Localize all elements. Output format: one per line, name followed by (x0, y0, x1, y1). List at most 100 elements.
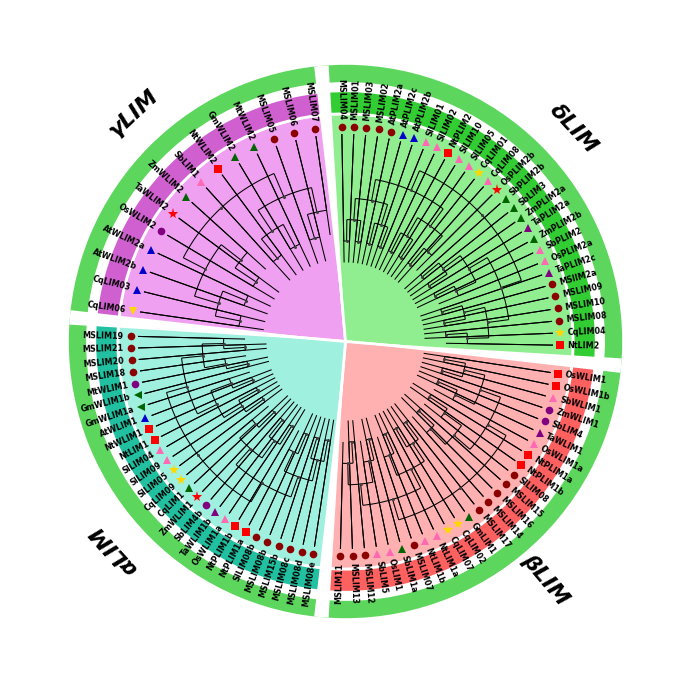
Text: MtWLIM2: MtWLIM2 (229, 100, 255, 143)
Wedge shape (95, 320, 325, 591)
Text: MSlIM2a: MSlIM2a (558, 268, 598, 287)
Text: CqLIM02: CqLIM02 (458, 528, 486, 566)
Text: SbLIM1a: SbLIM1a (399, 555, 418, 594)
Text: SbPLIM2b: SbPLIM2b (508, 161, 548, 197)
Text: SbLIM3: SbLIM3 (517, 180, 548, 207)
Text: MSLIM08c: MSLIM08c (272, 555, 292, 602)
Text: GmLIM1: GmLIM1 (469, 520, 498, 555)
Text: MSLIM02: MSLIM02 (375, 81, 390, 123)
Text: SlLIM08b: SlLIM08b (232, 542, 258, 583)
Text: MSLIM07: MSLIM07 (412, 550, 433, 592)
Text: SlLIM05: SlLIM05 (137, 471, 171, 499)
Text: SlLIM02: SlLIM02 (436, 107, 460, 143)
Text: MSLIM08d: MSLIM08d (286, 558, 305, 606)
Text: MSLIM12: MSLIM12 (361, 562, 374, 604)
Text: γLIM: γLIM (104, 86, 162, 141)
Text: AtWLIM2a: AtWLIM2a (101, 223, 146, 251)
Text: CqLIM03: CqLIM03 (91, 275, 131, 293)
Wedge shape (325, 342, 572, 569)
Text: SbLIM4: SbLIM4 (550, 420, 584, 441)
Text: NtPLIM1b: NtPLIM1b (205, 529, 236, 572)
Text: CqLIM04: CqLIM04 (567, 326, 606, 337)
Text: SlLIM09: SlLIM09 (129, 460, 163, 488)
Text: MSLIM16: MSLIM16 (499, 495, 535, 531)
Text: SbWLIM1: SbWLIM1 (558, 395, 601, 415)
Text: MSLIM17: MSLIM17 (480, 513, 512, 550)
Text: TaWLIM1: TaWLIM1 (545, 432, 585, 457)
Text: NtLIM2: NtLIM2 (567, 341, 600, 350)
Text: NtLIM1: NtLIM1 (117, 439, 150, 462)
Wedge shape (323, 361, 596, 592)
Wedge shape (314, 66, 346, 342)
Wedge shape (325, 114, 574, 361)
Text: SbLIM4b: SbLIM4b (173, 507, 205, 543)
Text: CqLIM01: CqLIM01 (480, 135, 511, 171)
Text: OsPLIM2b: OsPLIM2b (500, 150, 538, 188)
Text: TaPLIM2a: TaPLIM2a (531, 197, 573, 228)
Text: MSLIM07: MSLIM07 (303, 81, 319, 122)
Wedge shape (69, 310, 346, 342)
Text: βLIM: βLIM (518, 550, 573, 609)
Wedge shape (69, 65, 622, 618)
Text: OsWLIM2: OsWLIM2 (117, 202, 158, 232)
Text: CqLIM08: CqLIM08 (490, 144, 522, 179)
Text: NtLIM1b: NtLIM1b (424, 546, 446, 585)
Text: SbPLIM2: SbPLIM2 (545, 226, 584, 251)
Text: MSLIM19: MSLIM19 (82, 331, 124, 341)
Wedge shape (119, 115, 346, 342)
Text: NtPLIM2: NtPLIM2 (448, 111, 474, 149)
Text: AtWLIM2b: AtWLIM2b (91, 248, 138, 272)
Wedge shape (95, 92, 325, 322)
Text: SlLIM10: SlLIM10 (459, 120, 485, 155)
Text: MSLIM01: MSLIM01 (350, 79, 361, 120)
Text: SbLIM5: SbLIM5 (374, 560, 388, 594)
Text: MSLIM05: MSLIM05 (254, 92, 276, 134)
Text: MtWLIM1: MtWLIM1 (86, 380, 129, 398)
Text: ZmPLIM2a: ZmPLIM2a (524, 183, 568, 217)
Text: ZmPLIM2b: ZmPLIM2b (538, 209, 585, 239)
Wedge shape (323, 91, 596, 363)
Text: OsWLIM1: OsWLIM1 (565, 370, 607, 385)
Text: GmWLIM1a: GmWLIM1a (84, 405, 135, 429)
Text: ZmWLIM1: ZmWLIM1 (158, 499, 196, 538)
Text: AtPLIM2b: AtPLIM2b (413, 89, 435, 133)
Text: OsLIM1: OsLIM1 (387, 558, 402, 592)
Text: GmWLIM1b: GmWLIM1b (80, 393, 132, 415)
Text: TaWLIM1b: TaWLIM1b (180, 516, 215, 558)
Wedge shape (314, 342, 346, 617)
Text: OsWLIM1a: OsWLIM1a (191, 522, 225, 567)
Text: GmWLIM2: GmWLIM2 (205, 110, 236, 153)
Text: ZmWLIM2: ZmWLIM2 (145, 159, 184, 196)
Text: MSLIM18: MSLIM18 (84, 369, 126, 383)
Text: MSLIM03: MSLIM03 (363, 79, 375, 121)
Wedge shape (346, 342, 622, 373)
Text: NtPLIM1a: NtPLIM1a (532, 455, 574, 485)
Text: δLIM: δLIM (545, 100, 601, 158)
Text: NtPLIM1b: NtPLIM1b (524, 465, 565, 498)
Text: SlLIM01: SlLIM01 (424, 101, 446, 137)
Text: SlLIM04: SlLIM04 (121, 450, 156, 476)
Text: AtPLIM2a: AtPLIM2a (388, 81, 406, 126)
Text: NtWLIM2: NtWLIM2 (185, 128, 217, 166)
Text: CqLIM09: CqLIM09 (143, 481, 178, 512)
Text: MSLIM14: MSLIM14 (490, 504, 524, 541)
Text: OsPLIM2a: OsPLIM2a (549, 238, 594, 262)
Text: CqLIM07: CqLIM07 (447, 535, 473, 573)
Text: MSLIM20: MSLIM20 (83, 357, 125, 369)
Text: MSLIM21: MSLIM21 (82, 344, 124, 354)
Text: OsWLIM1a: OsWLIM1a (538, 443, 585, 474)
Text: MSLIM15b: MSLIM15b (258, 551, 281, 598)
Text: MSLIM08b: MSLIM08b (243, 546, 269, 594)
Text: MSLIM09: MSLIM09 (562, 282, 603, 299)
Text: αLIM: αLIM (87, 521, 142, 579)
Wedge shape (117, 322, 346, 568)
Text: CqLIM06: CqLIM06 (87, 300, 126, 314)
Text: MSLIM08: MSLIM08 (566, 311, 608, 324)
Text: MSLIM11: MSLIM11 (334, 563, 345, 604)
Text: NtWLIM1: NtWLIM1 (104, 428, 144, 453)
Text: SlLIM08: SlLIM08 (517, 476, 550, 505)
Text: OsWLIM1b: OsWLIM1b (562, 383, 610, 402)
Text: SlLIM05: SlLIM05 (470, 128, 498, 163)
Text: TaPLIM2c: TaPLIM2c (554, 253, 598, 275)
Text: AtPLIM2c: AtPLIM2c (400, 85, 420, 129)
